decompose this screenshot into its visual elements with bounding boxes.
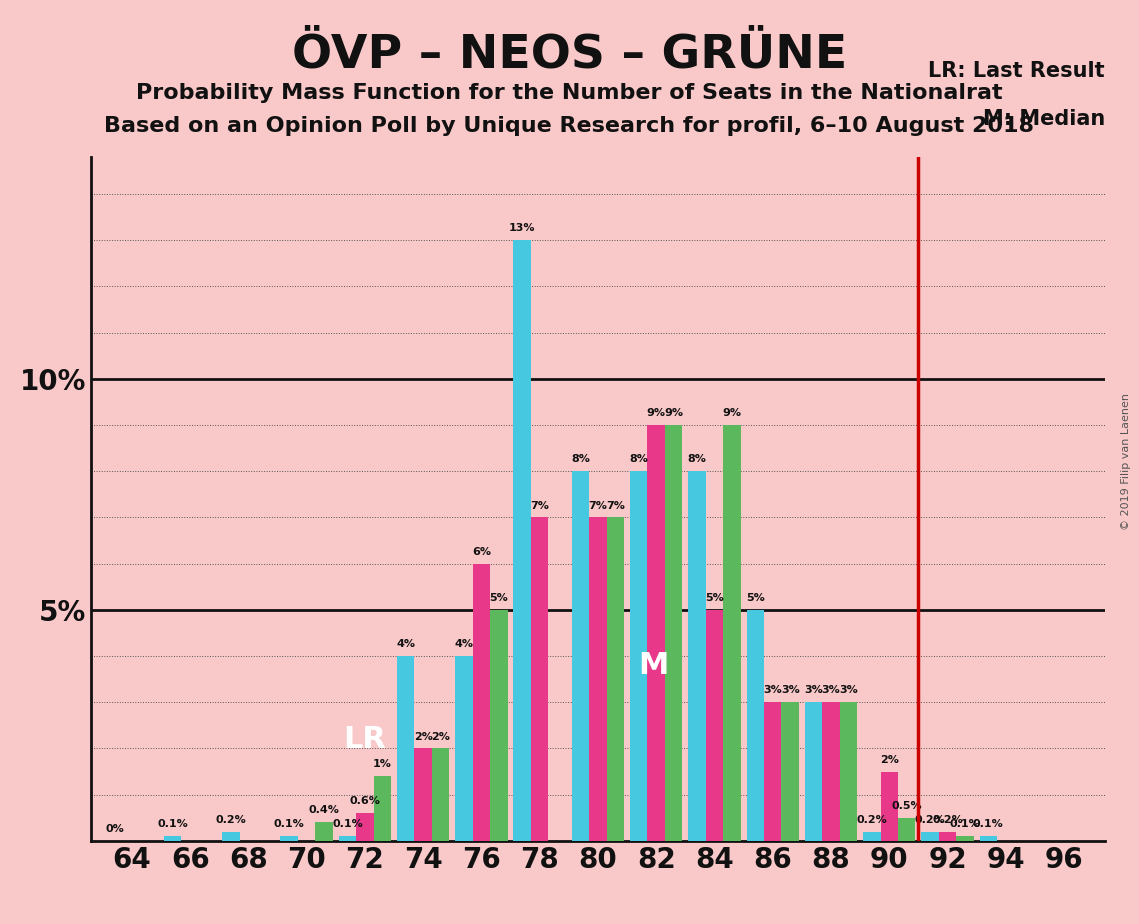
Text: 0.6%: 0.6% [350, 796, 380, 806]
Bar [490, 610, 508, 841]
Text: 1%: 1% [372, 760, 392, 769]
Bar [473, 564, 490, 841]
Text: 3%: 3% [781, 686, 800, 696]
Text: 0.2%: 0.2% [215, 815, 246, 825]
Text: 5%: 5% [746, 593, 764, 603]
Bar [921, 832, 939, 841]
Bar [688, 471, 706, 841]
Text: 0.2%: 0.2% [915, 815, 945, 825]
Text: 0.4%: 0.4% [309, 806, 339, 816]
Text: 0.1%: 0.1% [157, 820, 188, 830]
Text: 9%: 9% [722, 408, 741, 418]
Bar [706, 610, 723, 841]
Bar [957, 836, 974, 841]
Bar [980, 836, 997, 841]
Text: 3%: 3% [804, 686, 822, 696]
Bar [415, 748, 432, 841]
Bar [316, 822, 333, 841]
Bar [880, 772, 898, 841]
Text: 5%: 5% [490, 593, 508, 603]
Text: 6%: 6% [472, 547, 491, 556]
Text: 8%: 8% [630, 455, 648, 464]
Bar [898, 818, 916, 841]
Bar [647, 425, 665, 841]
Text: 3%: 3% [821, 686, 841, 696]
Bar [630, 471, 647, 841]
Bar [939, 832, 957, 841]
Text: LR: LR [344, 724, 386, 754]
Text: 2%: 2% [432, 732, 450, 741]
Text: Probability Mass Function for the Number of Seats in the Nationalrat: Probability Mass Function for the Number… [137, 83, 1002, 103]
Bar [822, 702, 839, 841]
Bar [280, 836, 298, 841]
Bar [607, 517, 624, 841]
Text: 8%: 8% [688, 455, 706, 464]
Text: 8%: 8% [571, 455, 590, 464]
Text: Based on an Opinion Poll by Unique Research for profil, 6–10 August 2018: Based on an Opinion Poll by Unique Resea… [105, 116, 1034, 136]
Text: 13%: 13% [509, 224, 535, 234]
Text: 0.5%: 0.5% [892, 801, 923, 811]
Text: 7%: 7% [531, 501, 549, 510]
Bar [781, 702, 798, 841]
Text: 4%: 4% [454, 639, 474, 649]
Text: 4%: 4% [396, 639, 416, 649]
Bar [374, 776, 391, 841]
Bar [432, 748, 450, 841]
Text: 0.1%: 0.1% [973, 820, 1003, 830]
Text: 9%: 9% [664, 408, 683, 418]
Text: M: M [638, 650, 669, 680]
Text: 0.2%: 0.2% [857, 815, 887, 825]
Text: 7%: 7% [589, 501, 607, 510]
Text: LR: Last Result: LR: Last Result [928, 61, 1105, 81]
Text: 2%: 2% [413, 732, 433, 741]
Bar [357, 813, 374, 841]
Text: 7%: 7% [606, 501, 625, 510]
Bar [338, 836, 357, 841]
Bar [531, 517, 549, 841]
Text: © 2019 Filip van Laenen: © 2019 Filip van Laenen [1121, 394, 1131, 530]
Text: 3%: 3% [839, 686, 858, 696]
Text: ÖVP – NEOS – GRÜNE: ÖVP – NEOS – GRÜNE [292, 32, 847, 78]
Text: 0.1%: 0.1% [333, 820, 363, 830]
Text: 0.1%: 0.1% [273, 820, 304, 830]
Bar [164, 836, 181, 841]
Text: 3%: 3% [763, 686, 782, 696]
Bar [665, 425, 682, 841]
Text: M: Median: M: Median [983, 109, 1105, 129]
Text: 0.2%: 0.2% [932, 815, 962, 825]
Bar [398, 656, 415, 841]
Text: 2%: 2% [879, 755, 899, 765]
Bar [589, 517, 607, 841]
Text: 0.1%: 0.1% [950, 820, 981, 830]
Bar [456, 656, 473, 841]
Bar [723, 425, 740, 841]
Bar [805, 702, 822, 841]
Text: 0%: 0% [105, 824, 124, 834]
Bar [839, 702, 858, 841]
Text: 5%: 5% [705, 593, 724, 603]
Bar [863, 832, 880, 841]
Bar [746, 610, 764, 841]
Bar [764, 702, 781, 841]
Bar [514, 240, 531, 841]
Bar [222, 832, 239, 841]
Bar [572, 471, 589, 841]
Text: 9%: 9% [647, 408, 665, 418]
